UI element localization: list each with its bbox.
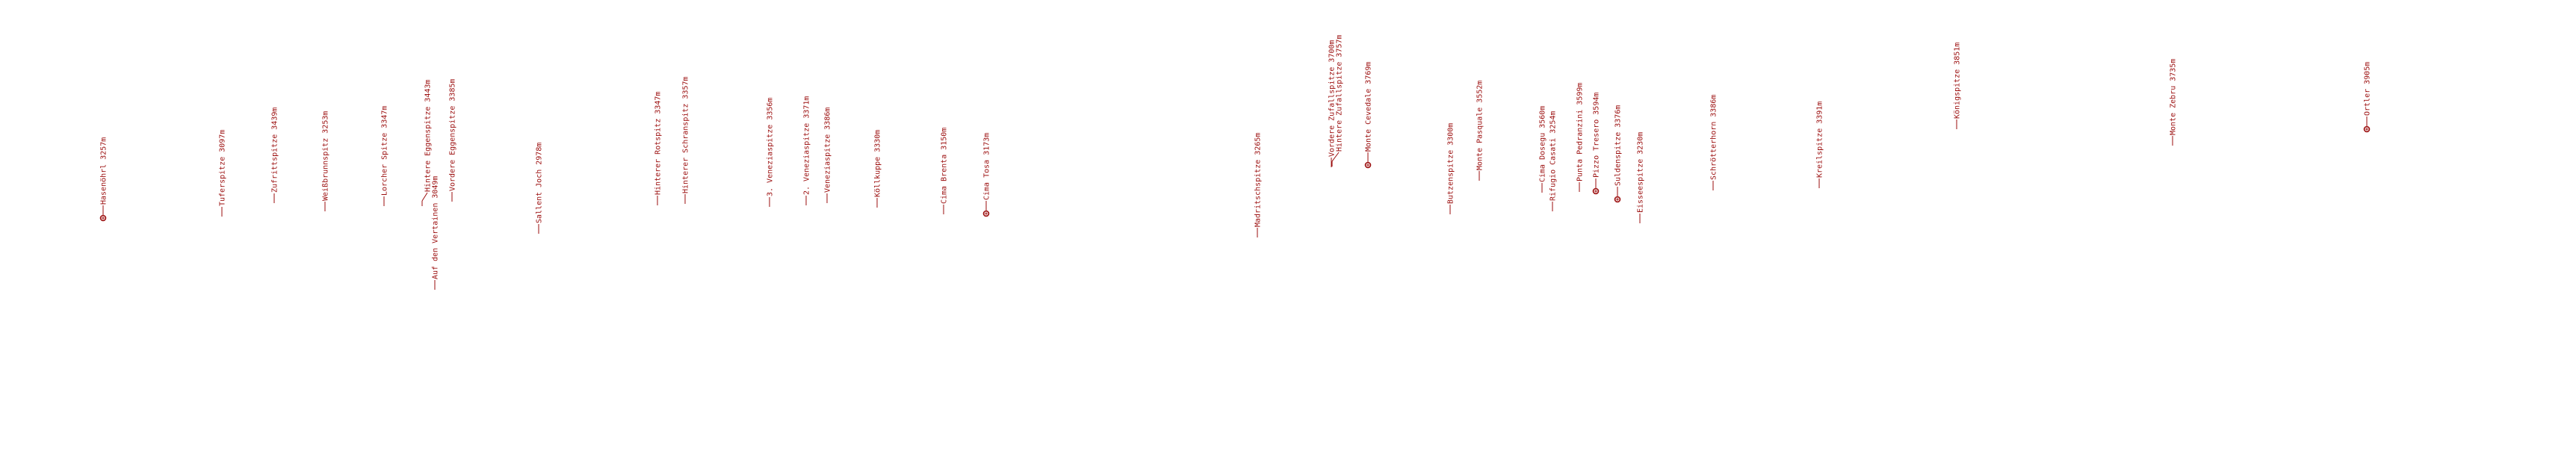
peak-label: Vordere Zufallspitze 3700m	[1328, 40, 1337, 157]
peak-auf-den-vertainen: Auf den Vertainen 3049m	[432, 176, 440, 290]
peak-monte-zebru: Monte Zebru 3735m	[2170, 59, 2178, 146]
peak-madritschspitze: Madritschspitze 3265m	[1254, 133, 1263, 237]
peak-vordere-eggenspitze: Vordere Eggenspitze 3385m	[449, 78, 457, 202]
peak-label: Monte Zebru 3735m	[2170, 59, 2178, 135]
peak-label: Eisseespitze 3230m	[1637, 132, 1645, 213]
peak-monte-cevedale: Monte Cevedale 3769m	[1365, 62, 1373, 169]
peak-label: Veneziaspitze 3386m	[824, 108, 832, 193]
peak-leader-line	[1331, 152, 1340, 162]
peak-3-veneziaspitze: 3. Veneziaspitze 3356m	[767, 98, 775, 207]
peak-veneziaspitze: Veneziaspitze 3386m	[824, 108, 832, 203]
marker-center-dot	[102, 217, 104, 219]
peak-schr-tterhorn: Schrötterhorn 3386m	[1710, 95, 1718, 190]
peak-label: Auf den Vertainen 3049m	[432, 176, 440, 279]
peak-label: Butzenspitze 3300m	[1447, 123, 1455, 204]
peak-sallent-joch: Sallent Joch 2978m	[536, 143, 544, 234]
peak-label: Cima Brenta 3150m	[941, 128, 949, 204]
peak-hinterer-schranspitz: Hinterer Schranspitz 3357m	[682, 76, 690, 204]
peak-cima-brenta: Cima Brenta 3150m	[941, 128, 949, 214]
peak-label: Hinterer Rotspitz 3347m	[654, 92, 663, 195]
peak-cima-dosegu: Cima Dosegu 3560m	[1539, 106, 1547, 193]
peak-label: Ortler 3905m	[2364, 62, 2372, 116]
peak-hinterer-rotspitz: Hinterer Rotspitz 3347m	[654, 92, 663, 205]
peak-butzenspitze: Butzenspitze 3300m	[1447, 123, 1455, 214]
peak-k-llkuppe: Köllkuppe 3330m	[874, 130, 882, 208]
peak-hintere-zufallspitze: Hintere Zufallspitze 3757m	[1331, 34, 1344, 167]
peak-label: 3. Veneziaspitze 3356m	[767, 98, 775, 196]
peak-vordere-zufallspitze: Vordere Zufallspitze 3700m	[1328, 40, 1337, 167]
peak-label: Sallent Joch 2978m	[536, 143, 544, 223]
peak-leader-line	[421, 192, 428, 202]
peak-hasen-hrl: Hasenöhrl 3257m	[100, 137, 108, 222]
peak-label: Hinterer Schranspitz 3357m	[682, 76, 690, 193]
peak-label: Suldenspitze 3376m	[1614, 105, 1623, 186]
peak-label: Cima Dosegu 3560m	[1539, 106, 1547, 182]
peak-label: Tuferspitze 3097m	[219, 130, 227, 206]
peak-hintere-eggenspitze: Hintere Eggenspitze 3443m	[421, 79, 433, 206]
peak-label: Cima Tosa 3173m	[983, 133, 991, 200]
peak-label: Madritschspitze 3265m	[1254, 133, 1263, 227]
peak-tuferspitze: Tuferspitze 3097m	[219, 130, 227, 217]
marker-center-dot	[1367, 164, 1369, 166]
peak-label: Monte Cevedale 3769m	[1365, 62, 1373, 152]
peak-label: Weißbrunnspitz 3253m	[322, 111, 330, 201]
marker-center-dot	[985, 213, 987, 214]
peak-2-veneziaspitze: 2. Veneziaspitze 3371m	[803, 96, 811, 205]
peak-rifugio-casati: Rifugio Casati 3254m	[1549, 111, 1558, 211]
peak-label: Pizzo Tresero 3594m	[1593, 93, 1601, 178]
peak-cima-tosa: Cima Tosa 3173m	[983, 133, 991, 217]
peak-label: Zufrittspitze 3439m	[271, 108, 279, 193]
peak-punta-pedranzini: Punta Pedranzini 3599m	[1576, 83, 1585, 192]
peak-lorcher-spitze: Lorcher Spitze 3347m	[381, 106, 389, 206]
marker-center-dot	[2366, 128, 2368, 130]
peak-eisseespitze: Eisseespitze 3230m	[1637, 132, 1645, 223]
peak-label: Punta Pedranzini 3599m	[1576, 83, 1585, 181]
marker-center-dot	[1595, 190, 1597, 192]
peak-label: 2. Veneziaspitze 3371m	[803, 96, 811, 195]
peak-kreilspitze: Kreilspitze 3391m	[1816, 102, 1824, 188]
peak-label: Königspitze 3851m	[1954, 43, 1962, 119]
peak-monte-pasquale: Monte Pasquale 3552m	[1476, 81, 1484, 181]
peak-pizzo-tresero: Pizzo Tresero 3594m	[1593, 93, 1601, 195]
peak-suldenspitze: Suldenspitze 3376m	[1614, 105, 1623, 203]
peak-label: Kreilspitze 3391m	[1816, 102, 1824, 178]
peak-label: Rifugio Casati 3254m	[1549, 111, 1558, 201]
peak-wei-brunnspitz: Weißbrunnspitz 3253m	[322, 111, 330, 211]
peak-label: Köllkuppe 3330m	[874, 130, 882, 197]
peak-label: Vordere Eggenspitze 3385m	[449, 78, 457, 191]
peak-label: Schrötterhorn 3386m	[1710, 95, 1718, 180]
peak-label: Hintere Zufallspitze 3757m	[1336, 34, 1344, 152]
peak-k-nigspitze: Königspitze 3851m	[1954, 43, 1962, 129]
peak-label: Hasenöhrl 3257m	[100, 137, 108, 205]
peak-label: Lorcher Spitze 3347m	[381, 106, 389, 196]
peak-label: Hintere Eggenspitze 3443m	[424, 79, 433, 192]
marker-center-dot	[1617, 199, 1618, 200]
peak-label: Monte Pasquale 3552m	[1476, 81, 1484, 170]
peak-zufrittspitze: Zufrittspitze 3439m	[271, 108, 279, 203]
peak-ortler: Ortler 3905m	[2364, 62, 2372, 133]
